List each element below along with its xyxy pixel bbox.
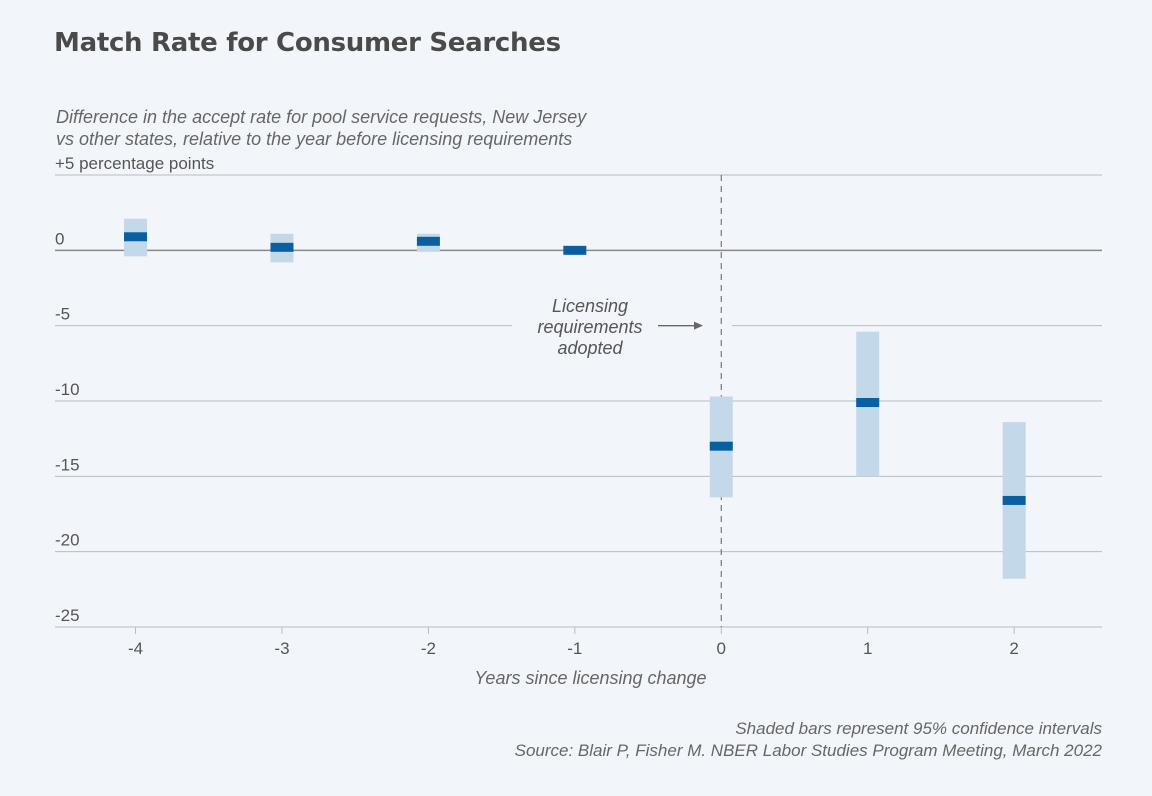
x-tick-label: 2: [1009, 639, 1018, 658]
chart-footer: Shaded bars represent 95% confidence int…: [515, 718, 1102, 762]
chart-subtitle: Difference in the accept rate for pool s…: [56, 106, 586, 150]
x-tick-label: 0: [717, 639, 726, 658]
annotation-line: adopted: [557, 338, 623, 358]
x-tick-label: -4: [128, 639, 143, 658]
point-estimate: [124, 232, 148, 242]
y-tick-label: +5 percentage points: [55, 154, 214, 173]
y-tick-label: -10: [55, 380, 80, 399]
y-tick-label: 0: [55, 229, 64, 248]
x-tick-label: -3: [274, 639, 289, 658]
x-tick-label: 1: [863, 639, 872, 658]
x-tick-label: -2: [421, 639, 436, 658]
subtitle-line-2: vs other states, relative to the year be…: [56, 129, 573, 149]
point-estimate: [270, 242, 294, 252]
annotation-arrow-head: [694, 321, 703, 330]
y-tick-label: -5: [55, 305, 70, 324]
footer-note: Shaded bars represent 95% confidence int…: [735, 719, 1102, 738]
point-estimate: [709, 441, 733, 451]
x-tick-label: -1: [567, 639, 582, 658]
grid-layer: [55, 174, 1102, 628]
point-estimates: [124, 232, 1026, 505]
x-axis-label: Years since licensing change: [474, 668, 706, 688]
annotation-line: Licensing: [552, 296, 628, 316]
footer-source: Source: Blair P, Fisher M. NBER Labor St…: [514, 741, 1102, 760]
y-tick-label: -15: [55, 455, 80, 474]
y-tick-label: -25: [55, 606, 80, 625]
point-estimate: [1002, 495, 1026, 505]
point-estimate: [563, 245, 587, 255]
point-estimate: [416, 236, 440, 246]
confidence-intervals: [124, 218, 1026, 579]
subtitle-line-1: Difference in the accept rate for pool s…: [56, 107, 587, 127]
chart-title: Match Rate for Consumer Searches: [54, 28, 561, 58]
y-tick-label: -20: [55, 531, 80, 550]
point-estimate: [856, 398, 880, 408]
annotation-line: requirements: [537, 317, 642, 337]
